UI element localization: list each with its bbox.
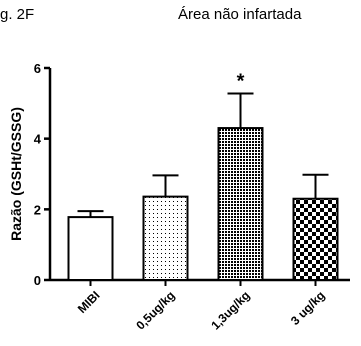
y-tick-label: 0 (34, 273, 41, 288)
figure-label: g. 2F (0, 6, 35, 23)
bar-3 (292, 197, 339, 282)
x-tick-label: MIBI (75, 288, 103, 316)
bar-2 (217, 127, 264, 281)
y-tick-label: 2 (34, 202, 41, 217)
y-axis-label: Razão (GSHt/GSSG) (8, 107, 24, 241)
significance-marker: * (237, 70, 245, 92)
y-tick-label: 6 (34, 61, 41, 76)
y-tick-label: 4 (34, 132, 42, 147)
x-tick-label: 0,5ug/kg (133, 288, 177, 332)
chart-title: Área não infartada (178, 6, 302, 23)
x-tick-label: 1,3ug/kg (208, 288, 252, 332)
bar-0 (67, 216, 114, 282)
x-tick-label: 3 ug/kg (288, 288, 328, 328)
bar-1 (142, 195, 189, 281)
